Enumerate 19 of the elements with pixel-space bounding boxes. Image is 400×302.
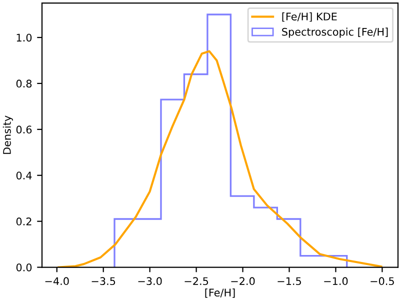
y-axis-title: Density (2, 116, 13, 154)
x-tick-label: −3.0 (138, 277, 162, 286)
x-axis-title: [Fe/H] (205, 288, 235, 298)
y-tick-label: 1.0 (16, 34, 32, 42)
x-tick-label: −1.5 (278, 277, 301, 286)
x-tick-label: −3.5 (92, 277, 116, 286)
x-tick-label: −2.0 (231, 277, 255, 286)
legend-label: [Fe/H] KDE (282, 12, 337, 22)
line-series (58, 50, 382, 268)
legend-label: Spectroscopic [Fe/H] (282, 28, 388, 38)
y-tick-label: 0.6 (16, 126, 32, 134)
y-tick-label: 0.8 (16, 80, 32, 88)
y-tick-label: 0.2 (16, 218, 32, 226)
y-tick-label: 0.4 (16, 172, 32, 180)
x-tick-label: −0.5 (370, 277, 394, 286)
y-tick-label: 0.0 (16, 263, 32, 272)
x-tick-label: −2.5 (184, 277, 208, 286)
x-tick-label: −1.0 (324, 277, 348, 286)
x-tick-label: −4.0 (45, 277, 69, 286)
